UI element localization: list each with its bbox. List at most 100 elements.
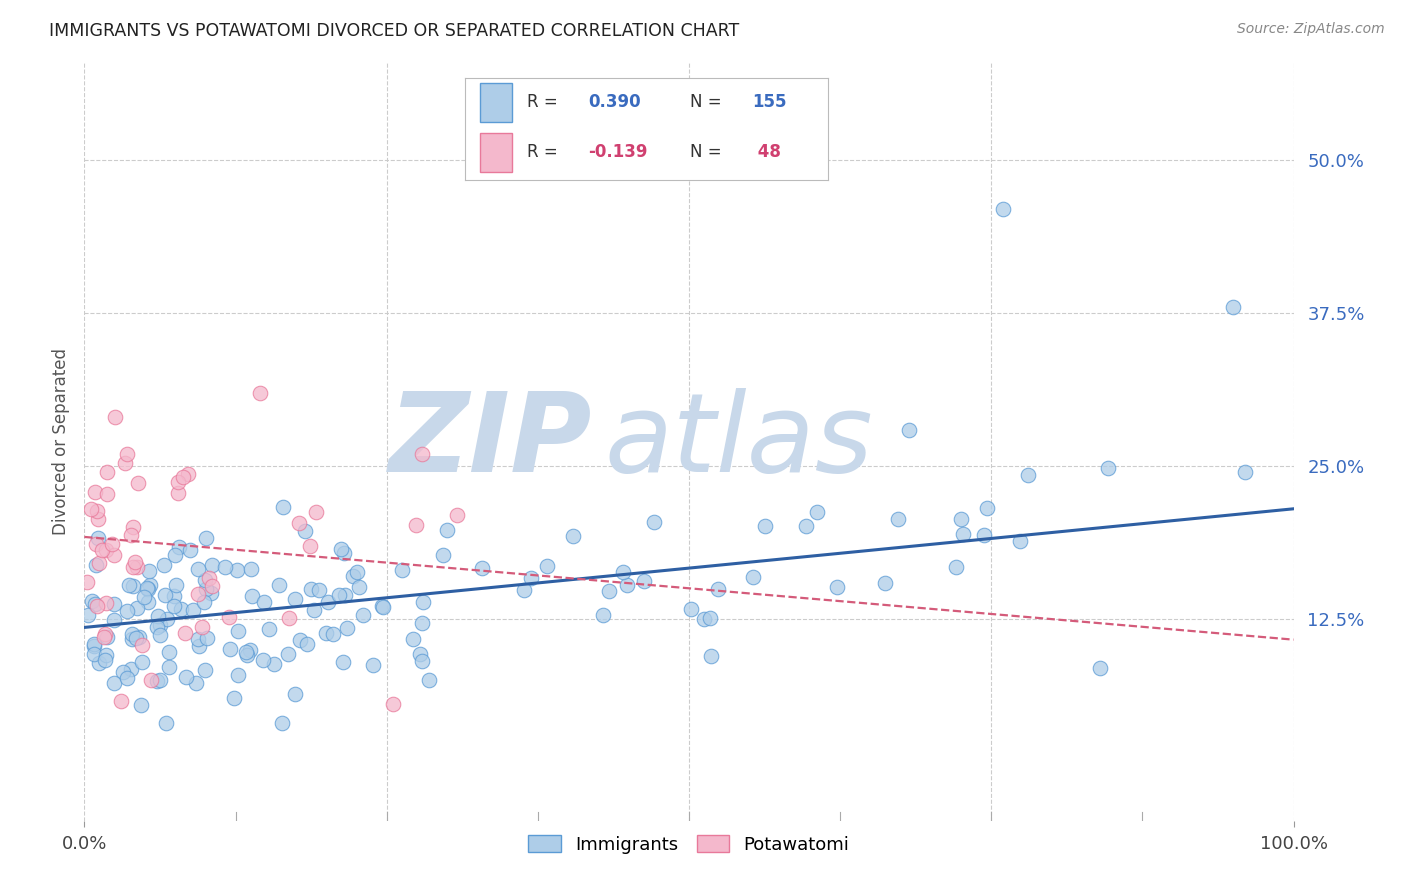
- Point: [267, 578, 290, 592]
- Point: [201, 579, 224, 593]
- Point: [187, 632, 209, 647]
- Point: [391, 563, 413, 577]
- Point: [754, 519, 776, 533]
- Point: [156, 612, 179, 626]
- Point: [125, 631, 148, 645]
- Point: [145, 673, 167, 688]
- Point: [409, 647, 432, 661]
- Point: [436, 523, 458, 537]
- Point: [288, 632, 311, 647]
- Point: [163, 599, 186, 614]
- Point: [681, 602, 703, 616]
- Point: [252, 652, 274, 666]
- Point: [976, 501, 998, 516]
- Point: [200, 586, 222, 600]
- Y-axis label: Divorced or Separated: Divorced or Separated: [52, 348, 70, 535]
- Point: [138, 564, 160, 578]
- Point: [195, 531, 218, 545]
- Point: [193, 595, 215, 609]
- Point: [115, 604, 138, 618]
- Point: [131, 698, 153, 712]
- Point: [257, 623, 280, 637]
- Point: [875, 576, 897, 591]
- Point: [121, 627, 143, 641]
- Point: [96, 487, 118, 501]
- Point: [83, 648, 105, 662]
- Point: [886, 512, 908, 526]
- Point: [219, 642, 242, 657]
- Point: [76, 574, 98, 589]
- Point: [96, 630, 118, 644]
- Point: [1097, 460, 1119, 475]
- Point: [93, 630, 115, 644]
- Point: [170, 602, 193, 616]
- Point: [197, 631, 219, 645]
- Point: [94, 543, 117, 558]
- Point: [284, 687, 307, 701]
- Point: [121, 632, 143, 646]
- Point: [127, 475, 149, 490]
- Point: [346, 565, 368, 579]
- Text: ZIP: ZIP: [388, 388, 592, 495]
- Point: [121, 579, 143, 593]
- Point: [513, 583, 536, 598]
- Point: [277, 647, 299, 661]
- Point: [794, 519, 817, 533]
- Point: [149, 673, 172, 688]
- Point: [741, 570, 763, 584]
- Point: [174, 625, 197, 640]
- Point: [349, 580, 371, 594]
- Point: [87, 556, 110, 570]
- Point: [520, 571, 543, 585]
- Point: [288, 516, 311, 530]
- Point: [118, 578, 141, 592]
- Point: [124, 555, 146, 569]
- Point: [235, 645, 257, 659]
- Point: [536, 559, 558, 574]
- Point: [195, 582, 218, 596]
- Point: [157, 660, 180, 674]
- Point: [120, 662, 142, 676]
- Point: [240, 590, 263, 604]
- Point: [411, 654, 433, 668]
- Point: [86, 558, 108, 573]
- Point: [135, 581, 157, 595]
- Point: [166, 486, 188, 500]
- Point: [153, 588, 176, 602]
- Point: [361, 657, 384, 672]
- Point: [418, 673, 440, 688]
- Point: [188, 639, 211, 653]
- Point: [412, 595, 434, 609]
- Point: [125, 601, 148, 615]
- Point: [152, 558, 174, 572]
- Point: [700, 649, 723, 664]
- Point: [1222, 300, 1244, 314]
- Point: [136, 582, 159, 597]
- Point: [297, 637, 319, 651]
- Point: [693, 612, 716, 626]
- Point: [181, 602, 204, 616]
- Point: [94, 627, 117, 641]
- Point: [86, 504, 108, 518]
- Point: [308, 582, 330, 597]
- Point: [155, 715, 177, 730]
- Point: [87, 531, 110, 545]
- Point: [139, 673, 162, 687]
- Point: [82, 594, 104, 608]
- Point: [225, 563, 247, 577]
- Point: [94, 653, 117, 667]
- Point: [471, 560, 494, 574]
- Point: [294, 524, 316, 539]
- Point: [167, 475, 190, 489]
- Point: [101, 537, 124, 551]
- Point: [114, 456, 136, 470]
- Point: [616, 578, 638, 592]
- Point: [949, 512, 972, 526]
- Point: [342, 569, 364, 583]
- Point: [952, 527, 974, 541]
- Point: [411, 447, 433, 461]
- Point: [240, 562, 263, 576]
- Point: [104, 410, 127, 425]
- Point: [111, 665, 134, 680]
- Point: [115, 671, 138, 685]
